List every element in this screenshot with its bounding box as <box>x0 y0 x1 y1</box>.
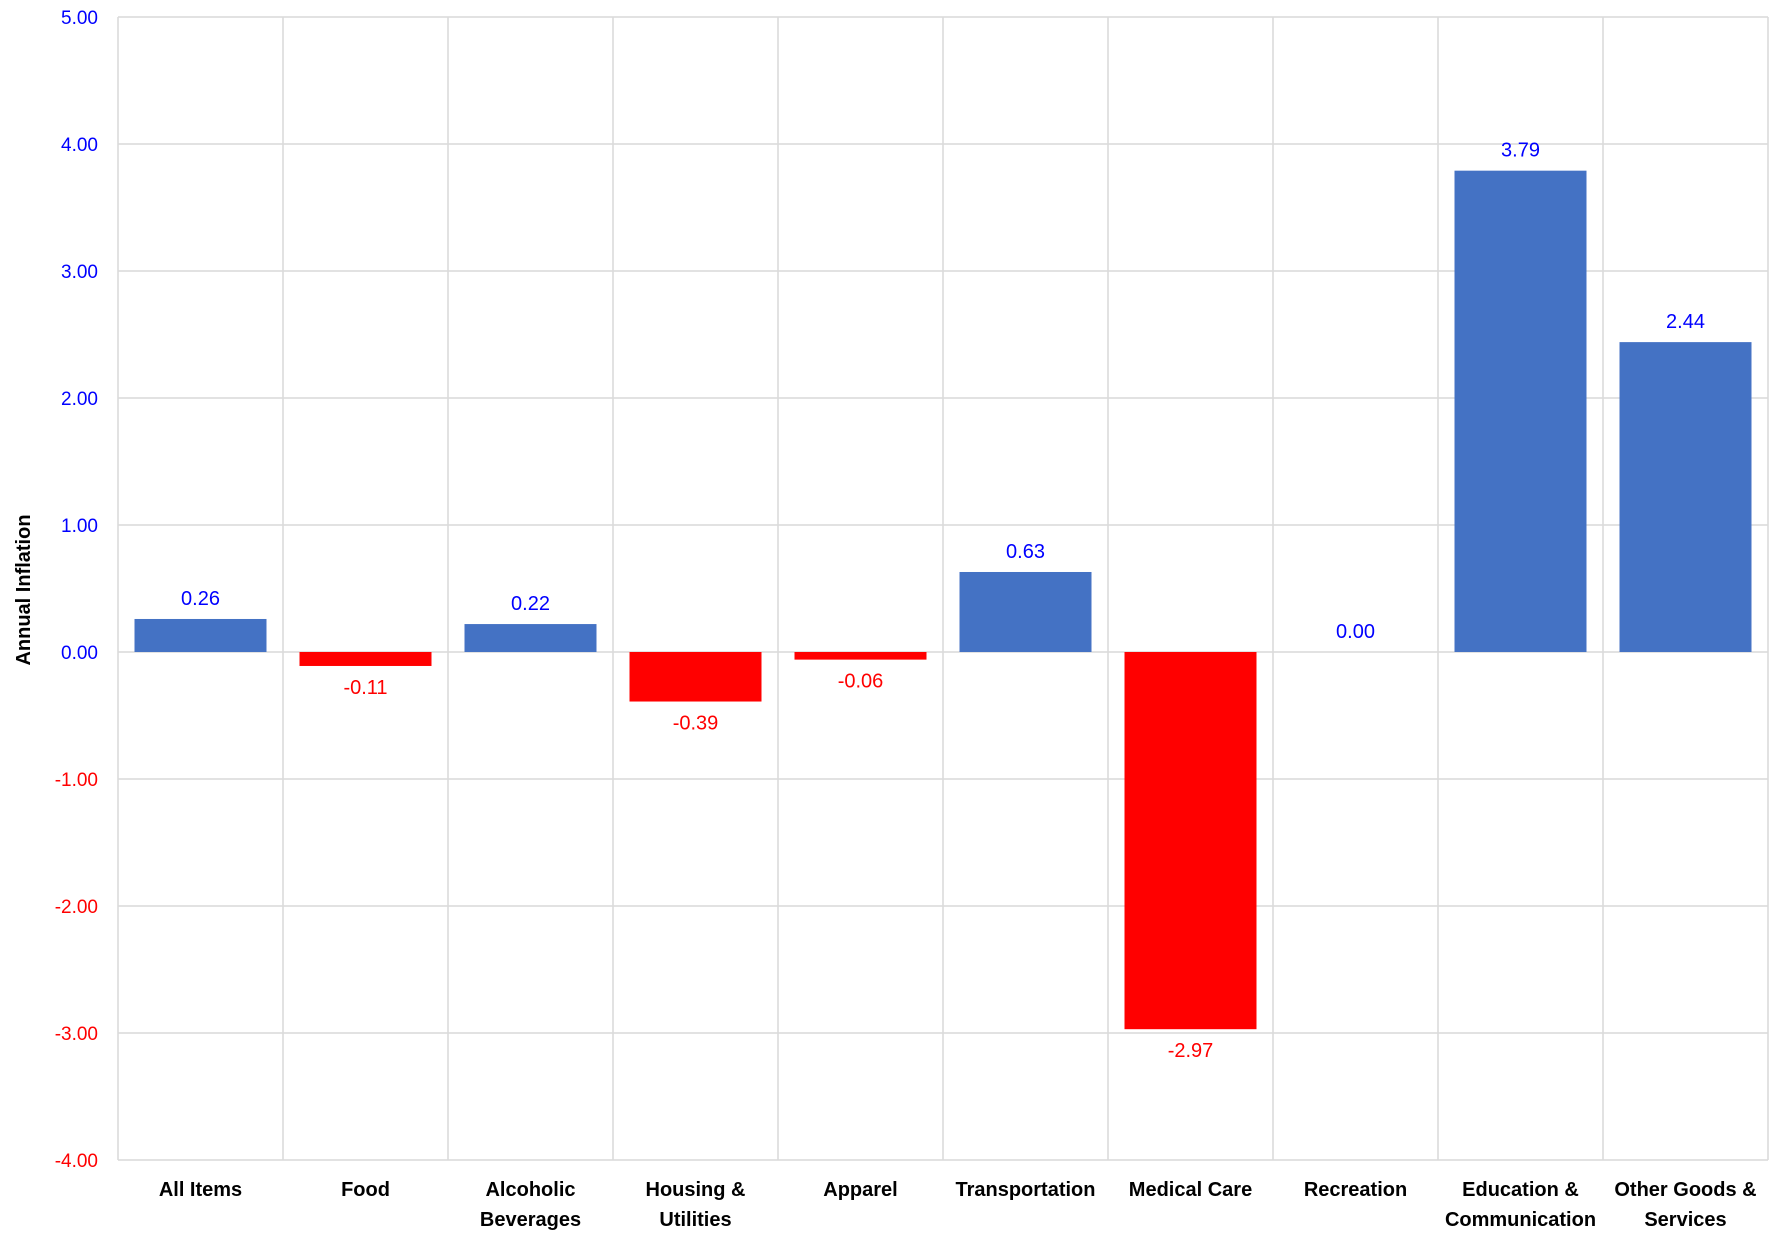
data-label: -0.39 <box>673 713 719 735</box>
y-axis-title: Annual Inflation <box>13 514 35 665</box>
data-label: 0.22 <box>511 593 550 615</box>
x-tick-label: Housing & <box>646 1179 746 1201</box>
bars <box>134 170 1752 1030</box>
data-label: 0.26 <box>181 588 220 610</box>
y-tick-label: 1.00 <box>61 516 98 537</box>
y-tick-label: -1.00 <box>55 770 98 791</box>
x-tick-label: Communication <box>1445 1209 1596 1231</box>
y-tick-label: 5.00 <box>61 8 98 29</box>
x-tick-label: Alcoholic <box>485 1179 575 1201</box>
data-label: 3.79 <box>1501 140 1540 162</box>
x-tick-label: Services <box>1644 1209 1726 1231</box>
x-tick-label: Recreation <box>1304 1179 1407 1201</box>
x-tick-label: Education & <box>1462 1179 1579 1201</box>
y-tick-label: 0.00 <box>61 643 98 664</box>
y-axis: 5.00 4.00 3.00 2.00 1.00 0.00 -1.00 -2.00 -3.00 -… <box>55 8 98 1172</box>
data-label: 2.44 <box>1666 311 1705 333</box>
bar <box>1619 342 1752 652</box>
bar <box>629 652 762 702</box>
x-tick-label: Utilities <box>659 1209 731 1231</box>
data-label: 0.00 <box>1336 621 1375 643</box>
y-tick-label: -3.00 <box>55 1024 98 1045</box>
y-tick-label: 2.00 <box>61 389 98 410</box>
y-tick-label: 3.00 <box>61 262 98 283</box>
bar <box>959 571 1092 652</box>
x-tick-label: Beverages <box>480 1209 581 1231</box>
y-tick-label: -4.00 <box>55 1151 98 1172</box>
data-label: -2.97 <box>1168 1040 1214 1062</box>
bar <box>464 624 597 652</box>
x-tick-label: Food <box>341 1179 390 1201</box>
bar <box>299 652 432 666</box>
x-tick-label: Medical Care <box>1129 1179 1252 1201</box>
x-tick-label: Transportation <box>955 1179 1095 1201</box>
y-tick-label: 4.00 <box>61 135 98 156</box>
data-label: -0.11 <box>343 677 387 699</box>
bar <box>794 652 927 660</box>
bar <box>1124 652 1257 1030</box>
data-labels: 0.26 -0.11 0.22 -0.39 -0.06 0.63 -2.97 0.00 3.79… <box>181 140 1705 1063</box>
data-label: -0.06 <box>838 671 884 693</box>
x-tick-label: Apparel <box>823 1179 897 1201</box>
y-tick-label: -2.00 <box>55 897 98 918</box>
bar <box>134 618 267 652</box>
x-axis: All Items Food Alcoholic Beverages Housing &… <box>159 1179 1757 1231</box>
x-tick-label: All Items <box>159 1179 242 1201</box>
data-label: 0.63 <box>1006 541 1045 563</box>
x-tick-label: Other Goods & <box>1614 1179 1756 1201</box>
bar <box>1454 170 1587 653</box>
